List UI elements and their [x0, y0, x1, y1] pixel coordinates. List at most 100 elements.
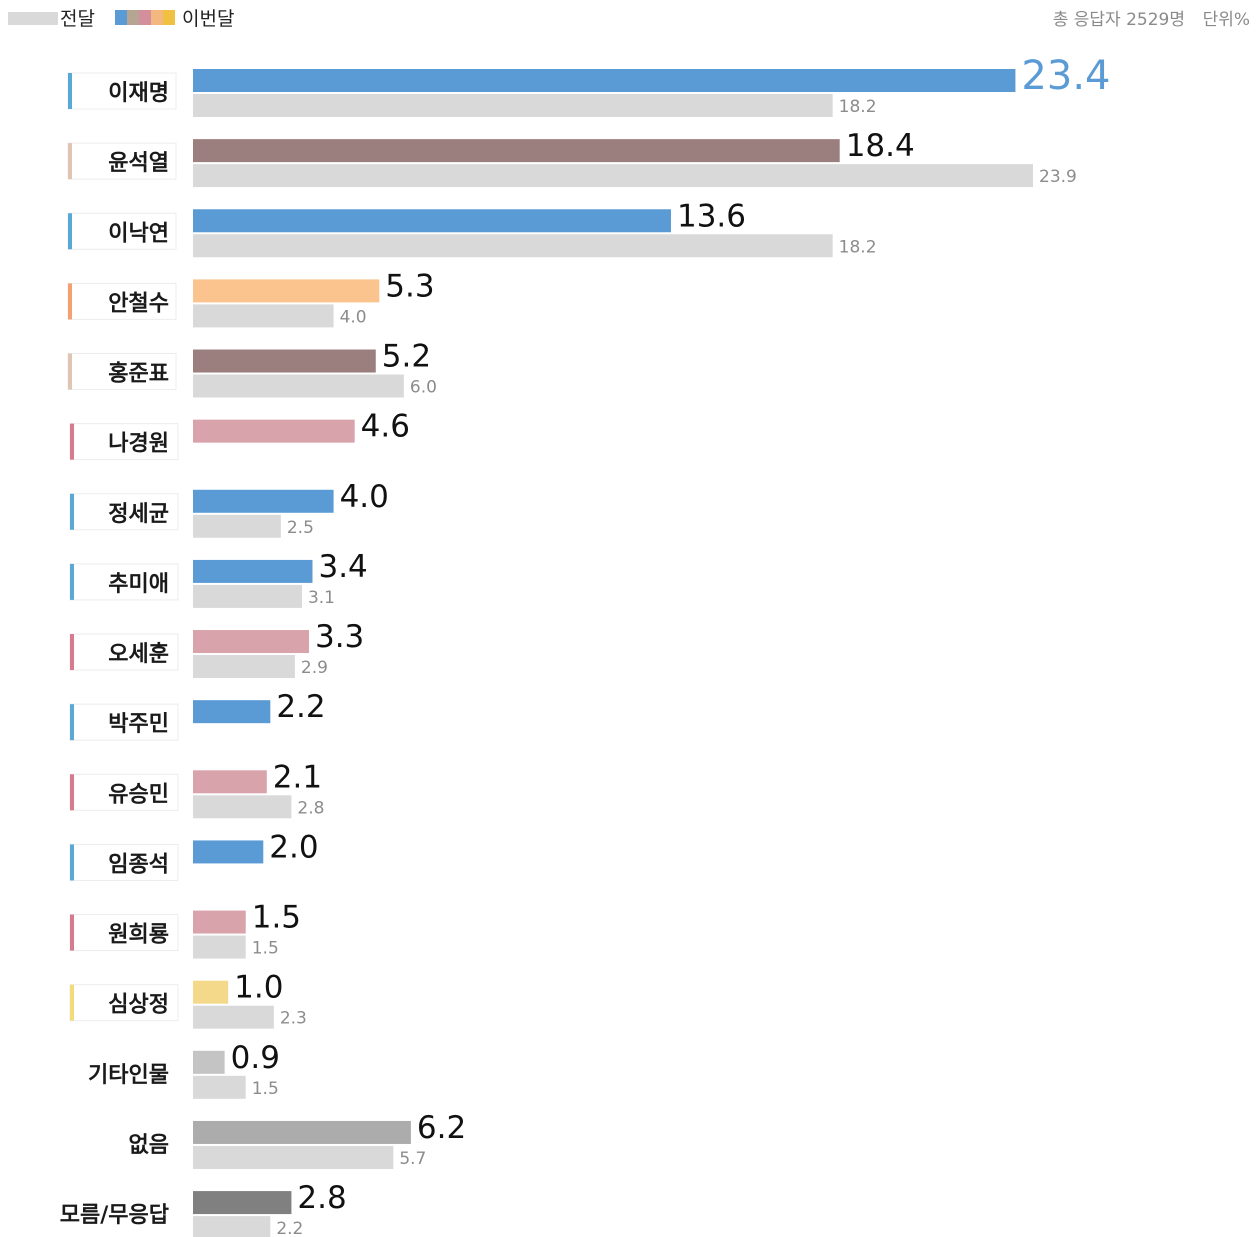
data-label-previous: 18.2 [839, 237, 877, 257]
category-label-box [69, 773, 179, 811]
category-marker [70, 774, 74, 811]
legend-swatch-current [127, 10, 139, 25]
category-label: 이재명 [108, 81, 169, 106]
chart-row: 유승민 2.1 2.8 [69, 759, 324, 819]
category-marker [70, 704, 74, 741]
bar-current [193, 630, 309, 654]
chart-row: 이낙연 13.6 18.2 [67, 198, 877, 258]
bar-previous [193, 374, 404, 398]
category-label: 임종석 [108, 852, 169, 877]
data-label-previous: 2.9 [301, 658, 328, 678]
bar-current [193, 489, 334, 513]
category-label-box [69, 703, 179, 741]
chart-row: 임종석 2.0 [69, 829, 319, 881]
data-label-current: 4.6 [361, 409, 410, 445]
chart-row: 모름/무응답 2.8 2.2 [60, 1180, 347, 1237]
category-label: 박주민 [108, 712, 169, 737]
bar-current [193, 1050, 225, 1074]
data-label-current: 1.0 [234, 970, 283, 1006]
category-label-box [69, 984, 179, 1022]
data-label-previous: 23.9 [1039, 167, 1077, 187]
data-label-current: 1.5 [252, 900, 301, 936]
category-marker [70, 844, 74, 881]
data-label-current: 0.9 [231, 1040, 280, 1076]
chart-row: 홍준표 5.2 6.0 [67, 339, 437, 398]
chart-row: 오세훈 3.3 2.9 [69, 619, 364, 679]
category-label: 추미애 [108, 572, 169, 597]
category-marker [70, 563, 74, 600]
chart-row: 나경원 4.6 [69, 409, 410, 461]
data-label-current: 2.0 [269, 829, 318, 865]
bar-previous [193, 94, 833, 117]
category-marker [68, 353, 72, 390]
category-label-box [67, 142, 177, 180]
data-label-current: 2.1 [273, 759, 322, 795]
category-label-box [67, 353, 177, 391]
legend-swatch-current [115, 10, 127, 25]
bar-previous [193, 584, 302, 608]
bar-current [193, 1120, 411, 1144]
bar-previous [193, 164, 1033, 188]
category-label-box [69, 493, 179, 531]
category-label: 윤석열 [108, 151, 169, 176]
category-marker [70, 423, 74, 460]
chart-row: 심상정 1.0 2.3 [69, 970, 307, 1029]
chart-rows: 이재명 23.4 18.2 윤석열 18.4 23.9 이낙연 13.6 18.2 안철수 5.3 4… [60, 53, 1110, 1237]
bar-current [193, 559, 313, 583]
category-label: 없음 [129, 1133, 169, 1158]
legend-swatch-current [163, 10, 175, 25]
data-label-previous: 2.3 [280, 1009, 307, 1029]
category-label-box [67, 212, 177, 250]
data-label-previous: 2.2 [276, 1219, 303, 1237]
data-label-previous: 2.8 [297, 798, 324, 818]
bar-current [193, 1191, 292, 1215]
bar-previous [193, 234, 833, 258]
bar-current [193, 840, 264, 864]
category-label-box [69, 914, 179, 952]
category-label-box [67, 72, 177, 110]
data-label-previous: 2.5 [287, 518, 314, 538]
category-label: 홍준표 [108, 362, 169, 387]
category-label: 기타인물 [88, 1063, 169, 1088]
category-label-box [67, 282, 177, 320]
bar-previous [193, 1216, 271, 1237]
data-label-current: 3.3 [315, 619, 364, 655]
chart-row: 기타인물 0.9 1.5 [88, 1040, 280, 1099]
chart-row: 추미애 3.4 3.1 [69, 549, 368, 608]
chart-row: 박주민 2.2 [69, 689, 326, 741]
data-label-previous: 5.7 [399, 1149, 426, 1169]
bar-previous [193, 1145, 394, 1169]
bar-current [193, 349, 376, 373]
bar-current [193, 770, 267, 794]
bar-current [193, 279, 380, 303]
data-label-previous: 3.1 [308, 588, 335, 608]
category-label: 이낙연 [108, 221, 169, 246]
bar-current [193, 910, 246, 934]
category-marker [70, 914, 74, 951]
category-label: 모름/무응답 [60, 1203, 169, 1228]
legend-label-current: 이번달 [182, 8, 234, 30]
category-marker [70, 634, 74, 671]
bar-previous [193, 1005, 274, 1029]
data-label-previous: 6.0 [410, 378, 437, 398]
data-label-current: 2.2 [276, 689, 325, 725]
category-label: 나경원 [108, 432, 169, 457]
chart-row: 안철수 5.3 4.0 [67, 268, 435, 328]
bar-current [193, 69, 1016, 92]
data-label-current: 5.3 [385, 268, 434, 304]
data-label-current: 18.4 [846, 128, 915, 164]
chart-legend: 전달 이번달 [8, 8, 234, 30]
chart-row: 원희룡 1.5 1.5 [69, 900, 301, 959]
bar-previous [193, 1075, 246, 1099]
category-label: 심상정 [108, 993, 169, 1018]
category-label: 원희룡 [108, 923, 169, 948]
data-label-previous: 4.0 [340, 307, 367, 327]
respondent-count: 총 응답자 2529명 [1053, 10, 1185, 30]
data-label-current: 4.0 [340, 479, 389, 515]
data-label-current: 6.2 [417, 1110, 466, 1146]
category-marker [68, 73, 72, 109]
category-marker [68, 283, 72, 320]
category-marker [68, 213, 72, 250]
bar-previous [193, 304, 334, 328]
